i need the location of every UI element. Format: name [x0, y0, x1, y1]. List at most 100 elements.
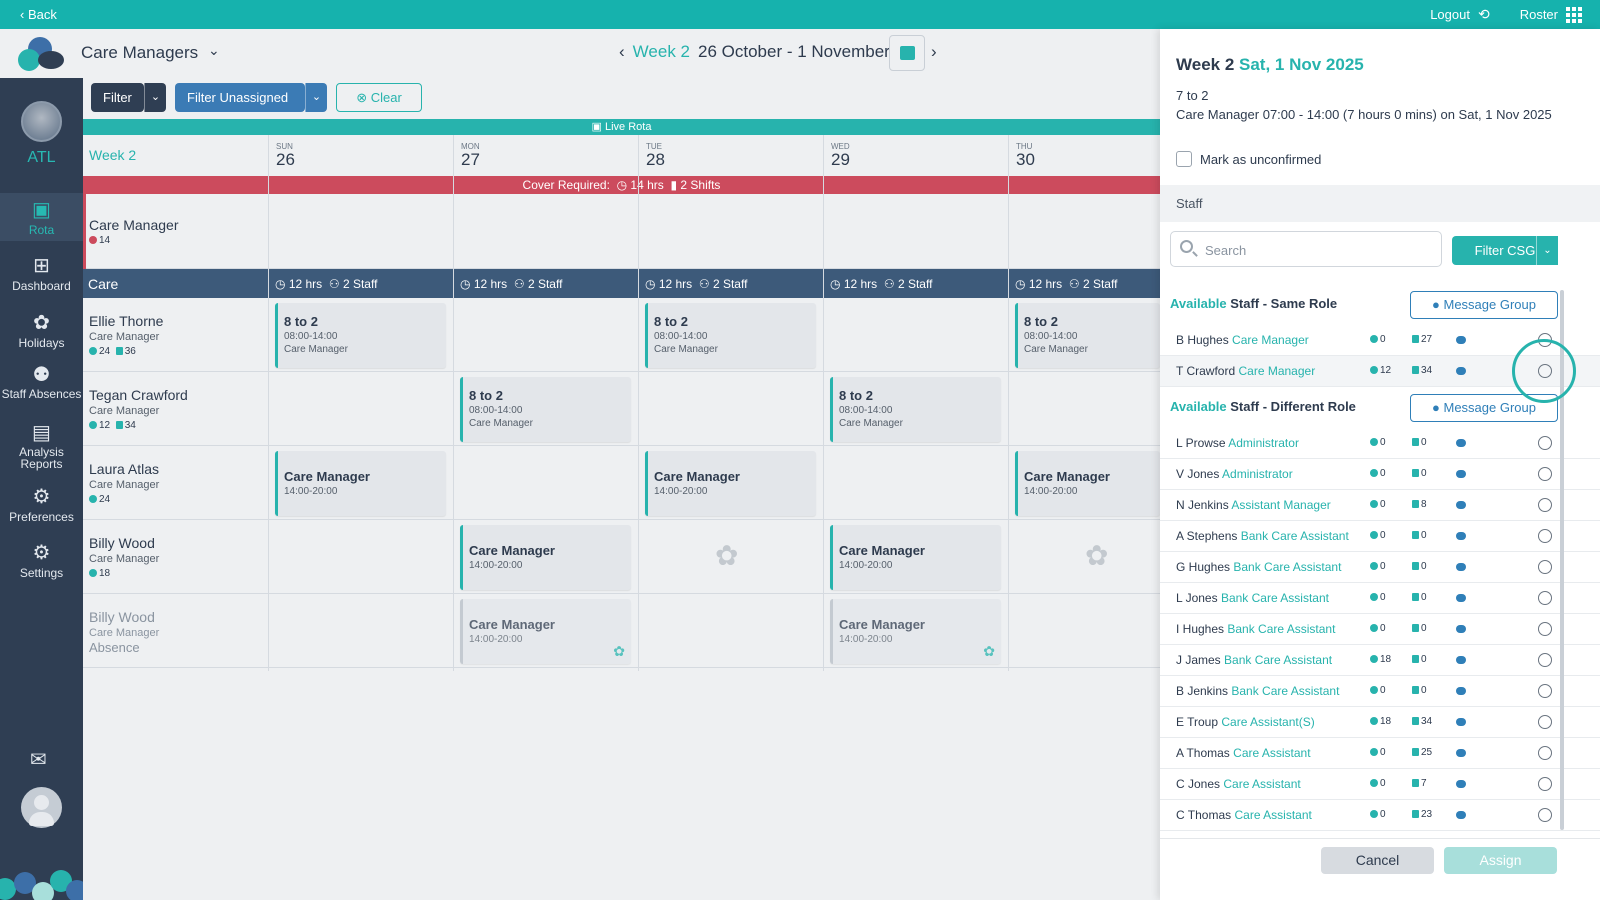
message-icon[interactable]: [1456, 656, 1466, 664]
message-icon[interactable]: [1456, 594, 1466, 602]
message-icon[interactable]: [1456, 749, 1466, 757]
palm-tree-icon: ✿: [715, 540, 739, 571]
filter-unassigned-button[interactable]: Filter Unassigned: [175, 83, 305, 112]
back-link[interactable]: ‹ Back: [20, 7, 57, 22]
staff-option-row[interactable]: B Hughes Care Manager 0 27: [1160, 325, 1600, 356]
shift-card[interactable]: 8 to 2 08:00-14:00 Care Manager: [275, 303, 446, 368]
message-icon[interactable]: [1456, 687, 1466, 695]
shift-card[interactable]: Care Manager 14:00-20:00: [1015, 451, 1160, 516]
company-logo[interactable]: [18, 37, 64, 71]
nav-holidays[interactable]: ✿ Holidays: [0, 312, 83, 350]
chevron-down-icon[interactable]: ⌄: [208, 42, 220, 58]
staff-name[interactable]: Laura Atlas: [89, 461, 160, 477]
staff-option-row[interactable]: E Troup Care Assistant(S) 18 34: [1160, 707, 1600, 738]
shift-card[interactable]: Care Manager 14:00-20:00: [460, 525, 631, 590]
person-name: C Jones: [1176, 777, 1221, 791]
nav-settings[interactable]: ⚙ Settings: [0, 542, 83, 580]
select-radio[interactable]: [1538, 715, 1552, 729]
message-icon[interactable]: [1456, 367, 1466, 375]
nav-preferences[interactable]: ⚙ Preferences: [0, 486, 83, 524]
staff-option-row[interactable]: A Stephens Bank Care Assistant 0 0: [1160, 521, 1600, 552]
logout-icon[interactable]: ⟲: [1477, 6, 1490, 22]
group-title[interactable]: Care Managers: [81, 43, 199, 62]
staff-option-name: E Troup Care Assistant(S): [1176, 715, 1315, 729]
staff-option-row[interactable]: V Jones Administrator 0 0: [1160, 459, 1600, 490]
select-radio[interactable]: [1538, 498, 1552, 512]
filter-unassigned-dropdown-icon[interactable]: ⌄: [305, 83, 327, 112]
message-icon[interactable]: [1456, 625, 1466, 633]
select-radio[interactable]: [1538, 436, 1552, 450]
staff-option-row[interactable]: L Prowse Administrator 0 0: [1160, 428, 1600, 459]
staff-option-row[interactable]: A Thomas Care Assistant 0 25: [1160, 738, 1600, 769]
next-week-icon[interactable]: ›: [931, 42, 937, 61]
select-radio[interactable]: [1538, 653, 1552, 667]
cancel-button[interactable]: Cancel: [1321, 847, 1434, 874]
message-icon[interactable]: [1456, 439, 1466, 447]
shifts-value: 0: [1421, 468, 1427, 479]
staff-option-row[interactable]: I Hughes Bank Care Assistant 0 0: [1160, 614, 1600, 645]
nav-rota[interactable]: ▣ Rota: [0, 193, 83, 241]
message-icon[interactable]: [1456, 563, 1466, 571]
shift-card[interactable]: 8 to 2 08:00-14:00 Care Manager: [1015, 303, 1160, 368]
roster-link[interactable]: Roster: [1519, 7, 1558, 22]
panel-week: Week 2: [1176, 55, 1235, 74]
staff-option-row[interactable]: G Hughes Bank Care Assistant 0 0: [1160, 552, 1600, 583]
message-icon[interactable]: [1456, 811, 1466, 819]
staff-option-row[interactable]: C Thomas Care Assistant 0 23: [1160, 800, 1600, 831]
select-radio[interactable]: [1538, 777, 1552, 791]
message-icon[interactable]: [1456, 718, 1466, 726]
shift-card[interactable]: Care Manager 14:00-20:00: [275, 451, 446, 516]
unconfirmed-checkbox[interactable]: [1176, 151, 1192, 167]
assign-button[interactable]: Assign: [1444, 847, 1557, 874]
clear-button[interactable]: ⊗ Clear: [336, 83, 422, 112]
staff-name[interactable]: Billy Wood: [89, 609, 155, 625]
apps-grid-icon[interactable]: [1566, 6, 1582, 23]
shift-card[interactable]: 8 to 2 08:00-14:00 Care Manager: [645, 303, 816, 368]
select-radio[interactable]: [1538, 560, 1552, 574]
message-group-button[interactable]: ● Message Group: [1410, 291, 1558, 319]
staff-option-row[interactable]: J James Bank Care Assistant 18 0: [1160, 645, 1600, 676]
absence-shift-card[interactable]: Care Manager 14:00-20:00 ✿: [830, 599, 1001, 664]
search-input[interactable]: Search: [1170, 231, 1442, 267]
staff-name[interactable]: Tegan Crawford: [89, 387, 188, 403]
staff-name[interactable]: Ellie Thorne: [89, 313, 164, 329]
user-avatar[interactable]: [21, 787, 62, 828]
mail-icon[interactable]: ✉: [30, 749, 47, 771]
shift-card[interactable]: 8 to 2 08:00-14:00 Care Manager: [460, 377, 631, 442]
staff-option-row[interactable]: L Jones Bank Care Assistant 0 0: [1160, 583, 1600, 614]
shift-card[interactable]: Care Manager 14:00-20:00: [645, 451, 816, 516]
message-icon[interactable]: [1456, 501, 1466, 509]
shift-icon: [1412, 562, 1419, 570]
nav-dashboard[interactable]: ⊞ Dashboard: [0, 255, 83, 293]
filter-button[interactable]: Filter: [91, 83, 144, 112]
select-radio[interactable]: [1538, 808, 1552, 822]
calendar-button[interactable]: [889, 35, 925, 71]
logout-link[interactable]: Logout: [1430, 7, 1470, 22]
select-radio[interactable]: [1538, 467, 1552, 481]
sidebar: ATL ▣ Rota ⊞ Dashboard ✿ Holidays ⚉ Staf…: [0, 29, 83, 900]
absence-shift-card[interactable]: Care Manager 14:00-20:00 ✿: [460, 599, 631, 664]
prev-week-icon[interactable]: ‹: [619, 42, 625, 61]
message-icon[interactable]: [1456, 532, 1466, 540]
filter-dropdown-icon[interactable]: ⌄: [144, 83, 166, 112]
select-radio[interactable]: [1538, 622, 1552, 636]
filter-csg-dropdown-icon[interactable]: ⌄: [1536, 236, 1558, 265]
staff-option-row[interactable]: B Jenkins Bank Care Assistant 0 0: [1160, 676, 1600, 707]
select-radio[interactable]: [1538, 746, 1552, 760]
nav-analysis-reports[interactable]: ▤ Analysis Reports: [0, 422, 83, 470]
message-icon[interactable]: [1456, 336, 1466, 344]
select-radio[interactable]: [1538, 529, 1552, 543]
select-radio[interactable]: [1538, 684, 1552, 698]
staff-name[interactable]: Billy Wood: [89, 535, 155, 551]
staff-option-row[interactable]: N Jenkins Assistant Manager 0 8: [1160, 490, 1600, 521]
select-radio[interactable]: [1538, 591, 1552, 605]
shift-card[interactable]: 8 to 2 08:00-14:00 Care Manager: [830, 377, 1001, 442]
nav-staff-absences[interactable]: ⚉ Staff Absences: [0, 364, 83, 400]
shift-card[interactable]: Care Manager 14:00-20:00: [830, 525, 1001, 590]
message-icon[interactable]: [1456, 470, 1466, 478]
message-group-button[interactable]: ● Message Group: [1410, 394, 1558, 422]
staff-option-row[interactable]: C Jones Care Assistant 0 7: [1160, 769, 1600, 800]
home-avatar[interactable]: [21, 101, 62, 142]
panel-scrollbar[interactable]: [1560, 290, 1566, 830]
message-icon[interactable]: [1456, 780, 1466, 788]
